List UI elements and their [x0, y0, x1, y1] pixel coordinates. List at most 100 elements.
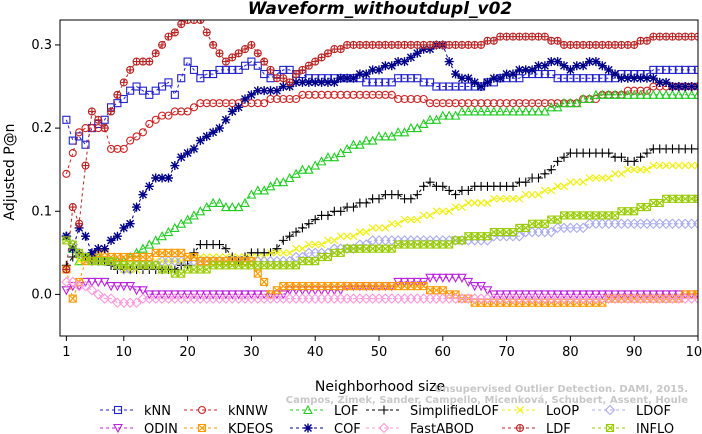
data-point-kdeos-31: [253, 269, 262, 278]
x-tick-label: 30: [243, 345, 260, 360]
data-point-ldf-9: [113, 90, 122, 99]
data-point-cof-50: [374, 65, 384, 75]
data-point-knn-99: [687, 65, 696, 74]
data-point-knnw-91: [636, 86, 645, 95]
series-ldf: [62, 20, 698, 274]
data-point-cof-76: [540, 61, 550, 71]
data-point-knnw-30: [247, 99, 256, 108]
data-point-odin-69: [495, 290, 506, 300]
data-point-cof-81: [572, 61, 582, 71]
data-point-odin-21: [189, 290, 199, 300]
data-point-loop-33: [266, 248, 275, 257]
data-point-knn-50: [374, 78, 384, 87]
data-point-lof-51: [380, 131, 391, 141]
data-point-loop-67: [483, 199, 492, 207]
data-point-odin-75: [533, 290, 544, 300]
data-point-ldf-100: [693, 32, 698, 41]
legend-marker: [113, 405, 123, 415]
data-point-odin-83: [584, 290, 595, 300]
data-point-knnw-38: [298, 90, 307, 99]
data-point-loop-75: [534, 190, 543, 199]
data-point-odin-1: [61, 286, 72, 296]
data-point-knnw-55: [406, 94, 415, 104]
data-point-inflo-100: [693, 194, 698, 203]
data-point-knnw-3: [75, 128, 84, 137]
data-point-ldf-7: [100, 124, 109, 133]
data-point-lof-77: [546, 102, 557, 112]
data-point-odin-15: [150, 290, 161, 300]
data-point-loop-91: [636, 165, 645, 174]
data-point-knn-63: [457, 82, 466, 91]
data-point-ldf-44: [336, 45, 345, 54]
data-point-lof-25: [214, 197, 225, 207]
data-point-knn-29: [240, 61, 250, 70]
data-point-lof-79: [559, 97, 569, 108]
data-point-ldf-28: [234, 49, 243, 58]
legend-marker: [303, 404, 313, 415]
data-point-odin-9: [112, 282, 123, 292]
data-point-cof-41: [317, 77, 327, 87]
data-point-cof-33: [266, 86, 276, 96]
data-point-odin-79: [559, 290, 569, 300]
data-point-cof-42: [323, 77, 333, 87]
data-point-ldf-16: [158, 40, 167, 49]
data-point-knnw-51: [381, 90, 390, 99]
data-point-loop-51: [381, 224, 390, 232]
data-point-cof-8: [106, 235, 116, 245]
data-point-cof-70: [502, 69, 512, 79]
data-point-ldf-19: [177, 20, 186, 29]
data-point-cof-67: [482, 77, 492, 87]
data-point-knn-4: [81, 140, 90, 149]
data-point-cof-55: [406, 52, 416, 62]
data-point-cof-51: [380, 61, 390, 71]
data-point-knnw-89: [623, 86, 632, 95]
data-point-knnw-23: [202, 99, 211, 108]
data-point-loop-96: [668, 161, 677, 170]
data-point-cof-31: [253, 86, 263, 96]
legend-item-ldf: LDF: [502, 422, 571, 434]
data-point-loop-74: [528, 190, 537, 199]
data-point-cof-63: [457, 73, 467, 83]
data-point-lof-84: [591, 89, 601, 99]
data-point-cof-52: [387, 61, 397, 71]
data-point-knn-61: [445, 82, 454, 91]
data-point-lof-91: [635, 89, 646, 99]
data-point-loop-90: [630, 165, 639, 174]
y-tick-label: 0.3: [31, 38, 52, 53]
series-fastabod: [61, 276, 698, 309]
data-point-simplifiedlof-50: [374, 194, 384, 204]
data-point-cof-14: [144, 181, 154, 191]
data-point-loop-81: [572, 178, 581, 187]
data-point-knn-58: [425, 78, 435, 87]
data-point-knnw-77: [547, 99, 556, 108]
data-point-lof-61: [444, 110, 455, 120]
data-point-lof-96: [667, 89, 678, 99]
series-line-ldf: [65, 20, 698, 270]
x-tick-label: 100: [686, 345, 702, 360]
data-point-cof-15: [151, 173, 161, 183]
data-point-simplifiedlof-2: [68, 252, 78, 262]
data-point-loop-78: [553, 182, 562, 191]
data-point-knnw-12: [132, 132, 141, 141]
data-point-cof-12: [132, 202, 142, 212]
data-point-knnw-2: [68, 149, 77, 158]
data-point-loop-84: [592, 174, 600, 182]
data-point-simplifiedlof-53: [393, 190, 403, 200]
y-tick-label: 0.2: [31, 121, 52, 136]
data-point-knnw-19: [177, 107, 186, 116]
data-point-simplifiedlof-58: [425, 177, 435, 187]
data-point-loop-46: [349, 232, 358, 241]
data-point-lof-53: [393, 127, 404, 137]
data-point-knn-32: [260, 70, 269, 79]
data-point-knn-36: [285, 65, 294, 74]
data-point-knnw-50: [374, 90, 384, 99]
data-point-simplifiedlof-92: [642, 148, 652, 158]
data-point-knn-1: [62, 115, 71, 124]
data-point-odin-19: [176, 290, 187, 300]
data-point-knnw-35: [279, 94, 288, 104]
data-point-ldf-39: [304, 61, 313, 70]
legend-item-cof: COF: [290, 422, 361, 434]
data-point-cof-43: [329, 77, 339, 87]
data-point-odin-20: [182, 290, 193, 300]
